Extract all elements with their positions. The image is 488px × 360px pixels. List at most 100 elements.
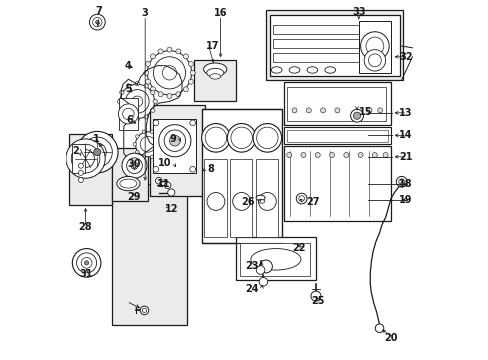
Text: 28: 28 (79, 222, 92, 232)
Bar (283, 146, 390, 221)
Circle shape (153, 120, 159, 126)
Circle shape (189, 166, 195, 172)
Ellipse shape (209, 74, 220, 79)
Ellipse shape (203, 63, 226, 76)
Text: 19: 19 (398, 195, 411, 204)
Circle shape (372, 153, 377, 157)
Circle shape (135, 117, 139, 121)
Circle shape (72, 249, 101, 277)
Text: 2: 2 (73, 147, 80, 157)
Circle shape (82, 137, 112, 167)
Circle shape (118, 104, 138, 124)
Circle shape (77, 253, 97, 273)
Bar (283, 127, 390, 144)
Bar (149, 105, 205, 196)
Bar (272, 39, 358, 48)
Circle shape (205, 127, 226, 149)
Circle shape (135, 132, 160, 157)
Bar (272, 24, 358, 33)
Circle shape (286, 153, 291, 157)
Circle shape (120, 84, 154, 118)
Circle shape (367, 54, 381, 67)
Circle shape (135, 150, 139, 154)
Circle shape (164, 182, 171, 189)
Circle shape (188, 79, 193, 84)
Bar (204, 158, 226, 237)
Circle shape (77, 131, 118, 173)
Bar (265, 10, 403, 80)
Circle shape (382, 153, 387, 157)
Circle shape (73, 152, 82, 161)
Circle shape (365, 37, 383, 55)
Circle shape (120, 90, 124, 95)
Circle shape (159, 125, 190, 157)
Text: 5: 5 (124, 84, 131, 94)
Circle shape (81, 257, 92, 268)
Circle shape (206, 193, 224, 210)
Circle shape (374, 324, 383, 333)
Bar (283, 82, 390, 125)
Ellipse shape (306, 67, 317, 73)
Text: 6: 6 (126, 115, 133, 125)
Text: 16: 16 (213, 8, 227, 18)
Bar (194, 60, 235, 102)
Circle shape (122, 108, 134, 120)
Text: 20: 20 (384, 333, 397, 343)
Circle shape (256, 266, 264, 274)
Bar (153, 119, 196, 173)
Circle shape (300, 153, 305, 157)
Bar (119, 98, 138, 130)
Text: 15: 15 (358, 107, 371, 117)
Circle shape (360, 32, 388, 60)
Text: 22: 22 (292, 243, 305, 253)
Text: 7: 7 (96, 6, 102, 17)
Circle shape (183, 87, 188, 92)
Bar (240, 243, 309, 276)
Circle shape (78, 170, 83, 175)
Text: 17: 17 (206, 41, 219, 51)
Circle shape (315, 153, 320, 157)
Circle shape (305, 108, 311, 113)
Circle shape (227, 123, 255, 152)
Circle shape (71, 144, 100, 173)
Circle shape (201, 123, 230, 152)
Bar (255, 158, 278, 237)
Text: 24: 24 (245, 284, 258, 294)
Circle shape (126, 115, 130, 119)
Circle shape (132, 96, 142, 107)
Circle shape (343, 153, 348, 157)
Circle shape (253, 123, 281, 152)
Circle shape (353, 112, 360, 119)
Circle shape (188, 62, 193, 67)
Ellipse shape (256, 195, 264, 201)
Circle shape (126, 158, 142, 174)
Circle shape (150, 155, 154, 159)
Ellipse shape (117, 176, 140, 191)
Circle shape (84, 261, 88, 265)
Circle shape (157, 150, 160, 154)
Text: 9: 9 (169, 134, 176, 144)
Circle shape (153, 166, 159, 172)
Text: 10: 10 (158, 158, 171, 168)
Circle shape (166, 47, 172, 52)
Text: 3: 3 (142, 8, 148, 18)
Circle shape (190, 70, 195, 75)
Circle shape (78, 163, 83, 168)
Circle shape (398, 179, 404, 185)
Circle shape (157, 135, 160, 138)
Circle shape (296, 193, 306, 204)
Circle shape (135, 135, 139, 138)
Text: 27: 27 (305, 197, 319, 207)
Text: 4: 4 (124, 61, 131, 71)
Text: 31: 31 (80, 269, 93, 279)
Circle shape (310, 291, 320, 301)
Circle shape (126, 84, 130, 88)
Ellipse shape (250, 249, 300, 270)
Text: 32: 32 (398, 52, 411, 62)
Circle shape (162, 66, 176, 80)
Circle shape (259, 260, 272, 273)
Bar (201, 109, 282, 243)
Circle shape (291, 108, 296, 113)
Circle shape (364, 50, 385, 71)
Circle shape (153, 57, 185, 89)
